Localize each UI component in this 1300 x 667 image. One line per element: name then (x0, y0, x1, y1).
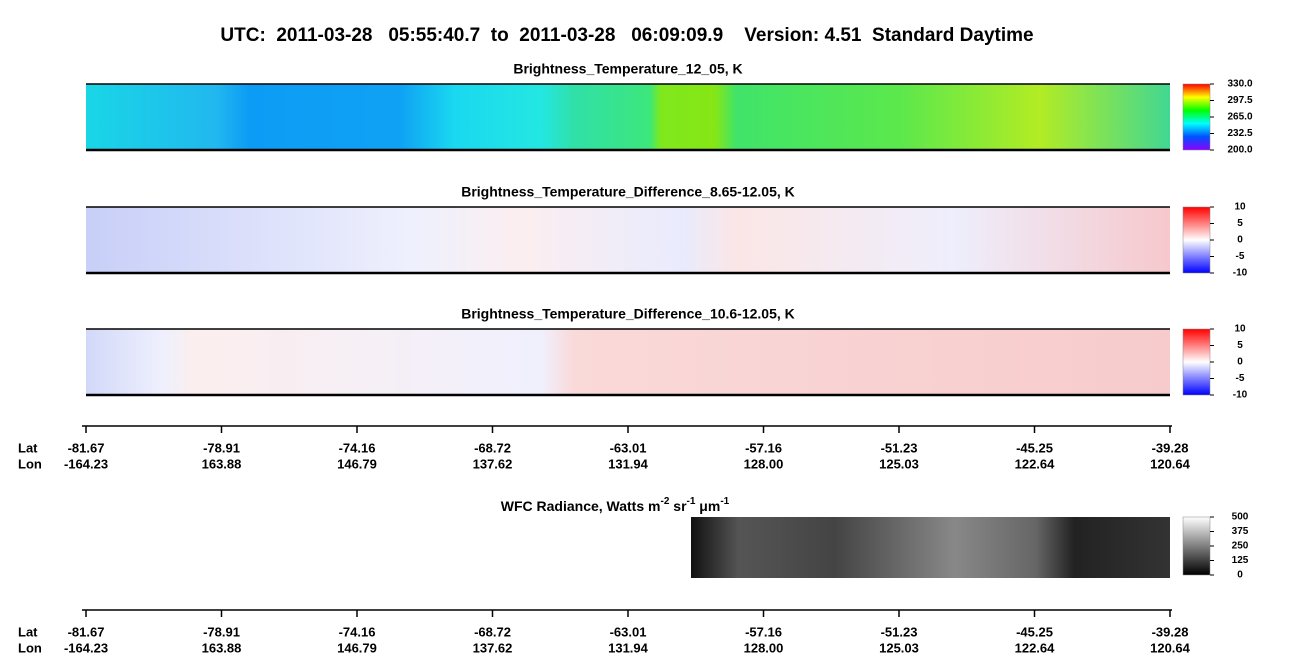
lat-label: -63.01 (610, 624, 647, 639)
title-text: μm (695, 498, 720, 514)
colorbar (1182, 328, 1211, 396)
page-title: UTC: 2011-03-28 05:55:40.7 to 2011-03-28… (220, 25, 1033, 46)
colorbar-label: -10 (1233, 390, 1248, 401)
title-superscript: -1 (687, 496, 696, 507)
colorbar-label: 330.0 (1227, 79, 1252, 90)
colorbar-label: 5 (1237, 218, 1243, 229)
colorbar-label: 232.5 (1227, 128, 1252, 139)
panel-title: Brightness_Temperature_Difference_10.6-1… (461, 306, 795, 322)
title-text: WFC Radiance, Watts m (501, 498, 661, 514)
colorbar-label: -10 (1233, 268, 1248, 279)
colorbar-label: 0 (1237, 235, 1243, 246)
lat-label: -74.16 (339, 440, 376, 455)
lat-label: -81.67 (68, 624, 105, 639)
lat-label: -45.25 (1016, 624, 1053, 639)
lat-label: -63.01 (610, 440, 647, 455)
colorbar-label: 250 (1232, 541, 1249, 552)
lat-label: -78.91 (203, 440, 240, 455)
lat-label: -51.23 (881, 624, 918, 639)
lon-header: Lon (18, 640, 42, 655)
lon-label: 137.62 (473, 456, 513, 471)
panel-title: Brightness_Temperature_Difference_8.65-1… (461, 184, 795, 200)
panel-image (86, 84, 1170, 150)
lon-header: Lon (18, 456, 42, 471)
title-superscript: -1 (720, 496, 729, 507)
title-superscript: -2 (660, 496, 669, 507)
lat-label: -39.28 (1152, 624, 1189, 639)
title-text: sr (669, 498, 687, 514)
lat-label: -57.16 (745, 440, 782, 455)
lat-label: -68.72 (474, 440, 511, 455)
lon-label: 146.79 (337, 456, 377, 471)
lon-label: 128.00 (744, 456, 784, 471)
colorbar-label: -5 (1236, 251, 1245, 262)
colorbar-label: 500 (1232, 512, 1249, 523)
colorbar (1182, 206, 1211, 274)
lat-label: -68.72 (474, 624, 511, 639)
panel-title: Brightness_Temperature_12_05, K (513, 61, 742, 77)
lon-label: 128.00 (744, 640, 784, 655)
colorbar-label: 10 (1234, 324, 1246, 335)
lon-label: 131.94 (608, 640, 649, 655)
panel-image (86, 329, 1170, 395)
lon-label: 122.64 (1015, 640, 1056, 655)
colorbar (1182, 516, 1211, 576)
colorbar-label: 200.0 (1227, 145, 1252, 156)
lon-label: 125.03 (879, 640, 919, 655)
lat-label: -81.67 (68, 440, 105, 455)
lon-label: -164.23 (64, 456, 108, 471)
lon-label: 122.64 (1015, 456, 1056, 471)
colorbar-label: 265.0 (1227, 112, 1252, 123)
lat-label: -78.91 (203, 624, 240, 639)
lon-label: 163.88 (202, 456, 242, 471)
colorbar-label: 125 (1232, 555, 1249, 566)
wfc-image (691, 517, 1170, 578)
colorbar-label: 375 (1232, 526, 1249, 537)
lat-label: -39.28 (1152, 440, 1189, 455)
lon-label: 163.88 (202, 640, 242, 655)
panel-image (86, 207, 1170, 273)
lon-label: 146.79 (337, 640, 377, 655)
lat-label: -57.16 (745, 624, 782, 639)
colorbar-label: 297.5 (1227, 95, 1252, 106)
lat-label: -74.16 (339, 624, 376, 639)
lon-label: 131.94 (608, 456, 649, 471)
colorbar-label: -5 (1236, 373, 1245, 384)
colorbar-label: 10 (1234, 202, 1246, 213)
lon-label: 137.62 (473, 640, 513, 655)
colorbar-label: 0 (1237, 357, 1243, 368)
lon-label: -164.23 (64, 640, 108, 655)
colorbar (1182, 83, 1211, 151)
lon-label: 120.64 (1150, 456, 1191, 471)
lat-label: -45.25 (1016, 440, 1053, 455)
colorbar-label: 5 (1237, 340, 1243, 351)
lat-label: -51.23 (881, 440, 918, 455)
colorbar-label: 0 (1237, 570, 1243, 581)
lon-label: 125.03 (879, 456, 919, 471)
wfc-title: WFC Radiance, Watts m-2 sr-1 μm-1 (501, 496, 730, 514)
lat-header: Lat (18, 624, 38, 639)
lon-label: 120.64 (1150, 640, 1191, 655)
lat-header: Lat (18, 440, 38, 455)
